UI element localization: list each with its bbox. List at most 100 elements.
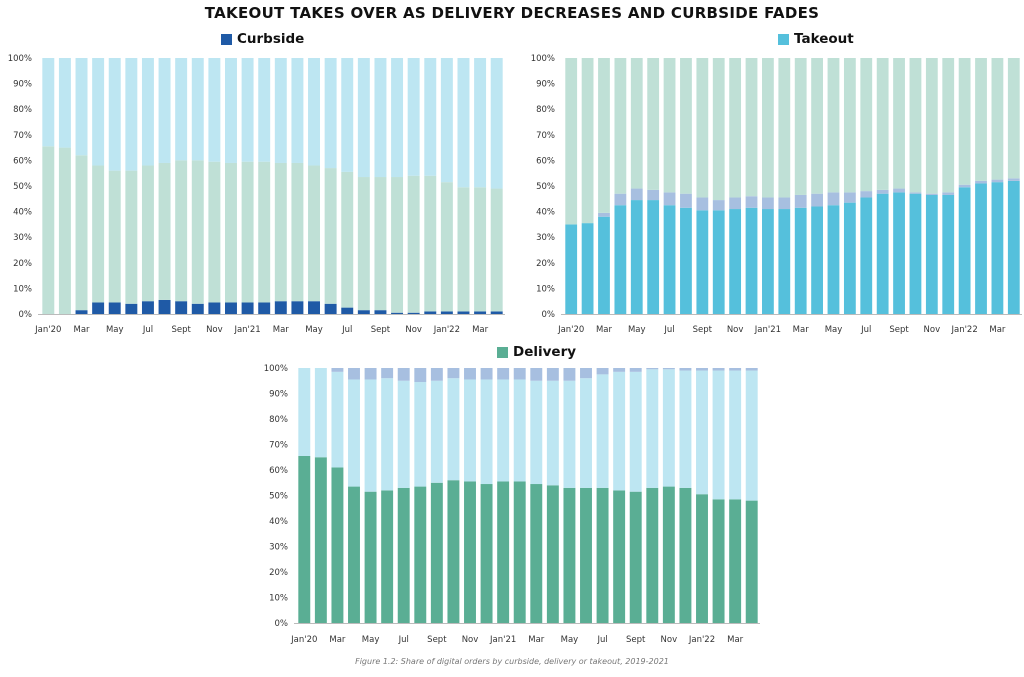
bar-segment-takeout — [291, 58, 304, 163]
bar-segment-delivery — [381, 490, 394, 623]
bar-segment-takeout — [191, 58, 204, 161]
bar-segment-delivery — [58, 147, 71, 314]
legend-swatch-curbside — [221, 33, 232, 45]
y-tick-label: 30% — [269, 543, 288, 553]
bar-segment-takeout — [680, 207, 692, 314]
bar-segment-curbside — [696, 197, 709, 211]
bar-segment-delivery — [827, 58, 840, 193]
bar-segment-delivery — [92, 165, 105, 303]
bar-segment-takeout — [357, 58, 370, 178]
y-tick-label: 30% — [536, 233, 555, 243]
bar-segment-curbside — [893, 188, 905, 193]
y-tick-label: 70% — [269, 441, 288, 451]
y-tick-label: 70% — [536, 131, 555, 141]
bar-segment-delivery — [712, 499, 725, 623]
legend-label-delivery: Delivery — [513, 344, 577, 360]
legend-swatch-delivery — [497, 346, 508, 358]
y-tick-label: 0% — [542, 310, 556, 320]
bar-segment-curbside — [827, 192, 840, 206]
bar-segment-delivery — [391, 177, 404, 313]
bar-segment-delivery — [546, 485, 559, 623]
bar-segment-curbside — [811, 193, 823, 207]
bar-segment-curbside — [991, 179, 1004, 183]
bar-segment-curbside — [447, 368, 460, 379]
x-tick-label: Mar — [528, 635, 545, 645]
bar-segment-curbside — [397, 368, 410, 381]
bar-segment-delivery — [876, 58, 889, 190]
bar-segment-curbside — [942, 192, 955, 195]
bar-segment-curbside — [614, 193, 627, 206]
bar-segment-takeout — [794, 207, 807, 314]
y-tick-label: 100% — [531, 54, 555, 64]
bar-segment-takeout — [440, 58, 453, 183]
bar-segment-takeout — [391, 58, 404, 178]
bar-segment-takeout — [613, 371, 626, 491]
bar-segment-curbside — [712, 368, 725, 371]
bar-segment-curbside — [391, 312, 404, 314]
bar-segment-takeout — [364, 379, 377, 492]
bar-segment-takeout — [581, 223, 594, 314]
bar-segment-takeout — [314, 368, 327, 458]
bar-segment-takeout — [397, 380, 410, 488]
y-tick-label: 30% — [13, 233, 32, 243]
bar-segment-curbside — [778, 197, 791, 210]
bar-segment-delivery — [430, 482, 443, 623]
bar-segment-delivery — [958, 58, 971, 185]
bar-segment-delivery — [324, 168, 337, 304]
legend-takeout: Takeout — [778, 31, 854, 47]
bar-segment-delivery — [457, 187, 470, 312]
bar-segment-curbside — [331, 368, 344, 372]
bar-segment-takeout — [374, 58, 387, 178]
bar-segment-delivery — [679, 487, 692, 623]
bar-segment-takeout — [909, 193, 922, 314]
bar-segment-takeout — [647, 200, 660, 314]
bar-segment-curbside — [357, 310, 370, 314]
bar-segment-curbside — [141, 301, 154, 314]
bar-segment-curbside — [925, 193, 938, 195]
bar-segment-curbside — [546, 368, 559, 381]
bar-segment-takeout — [125, 58, 138, 171]
bar-segment-delivery — [141, 165, 154, 302]
bar-segment-takeout — [629, 371, 642, 492]
bar-segment-curbside — [158, 299, 171, 314]
y-tick-label: 10% — [269, 594, 288, 604]
x-tick-label: Jan'20 — [557, 325, 584, 335]
bar-segment-takeout — [480, 379, 493, 485]
bar-segment-curbside — [843, 192, 856, 203]
bar-segment-takeout — [614, 205, 627, 314]
bar-segment-curbside — [258, 302, 271, 314]
bar-segment-delivery — [563, 487, 576, 623]
x-tick-label: Mar — [73, 325, 90, 335]
curbside-chart: 0% 10% 20% 30% 40% 50% 60% 70% 80% 90% 100% Jan'20 M… — [8, 54, 505, 335]
bar-segment-takeout — [457, 58, 470, 188]
bar-segment-curbside — [580, 368, 592, 379]
x-tick-label: Mar — [793, 325, 810, 335]
x-tick-label: May — [825, 325, 843, 335]
bar-segment-takeout — [580, 378, 592, 488]
y-tick-label: 40% — [269, 517, 288, 527]
bar-segment-takeout — [141, 58, 154, 166]
bar-segment-curbside — [646, 368, 659, 370]
bar-segment-takeout — [381, 378, 394, 491]
bar-segment-delivery — [108, 170, 121, 303]
bar-segment-curbside — [729, 368, 742, 371]
bar-segment-delivery — [274, 162, 287, 302]
bar-segment-delivery — [975, 58, 987, 181]
bar-segment-delivery — [647, 58, 660, 190]
bar-segment-takeout — [324, 58, 337, 169]
bar-segment-takeout — [424, 58, 437, 176]
bar-segment-curbside — [92, 302, 105, 314]
bar-segment-delivery — [331, 467, 344, 623]
bar-segment-delivery — [397, 487, 410, 623]
bar-segment-curbside — [374, 310, 387, 314]
bar-segment-takeout — [729, 209, 742, 314]
delivery-chart: 0% 10% 20% 30% 40% 50% 60% 70% 80% 90% 100% Jan'20 M… — [264, 364, 760, 645]
x-tick-label: Sept — [626, 635, 646, 645]
bar-segment-curbside — [745, 368, 758, 371]
y-tick-label: 90% — [13, 80, 32, 90]
main-title: TAKEOUT TAKES OVER AS DELIVERY DECREASES… — [204, 4, 820, 22]
x-tick-label: Sept — [171, 325, 191, 335]
y-tick-label: 20% — [536, 259, 555, 269]
bar-segment-curbside — [490, 311, 503, 314]
bar-segment-delivery — [598, 58, 610, 213]
